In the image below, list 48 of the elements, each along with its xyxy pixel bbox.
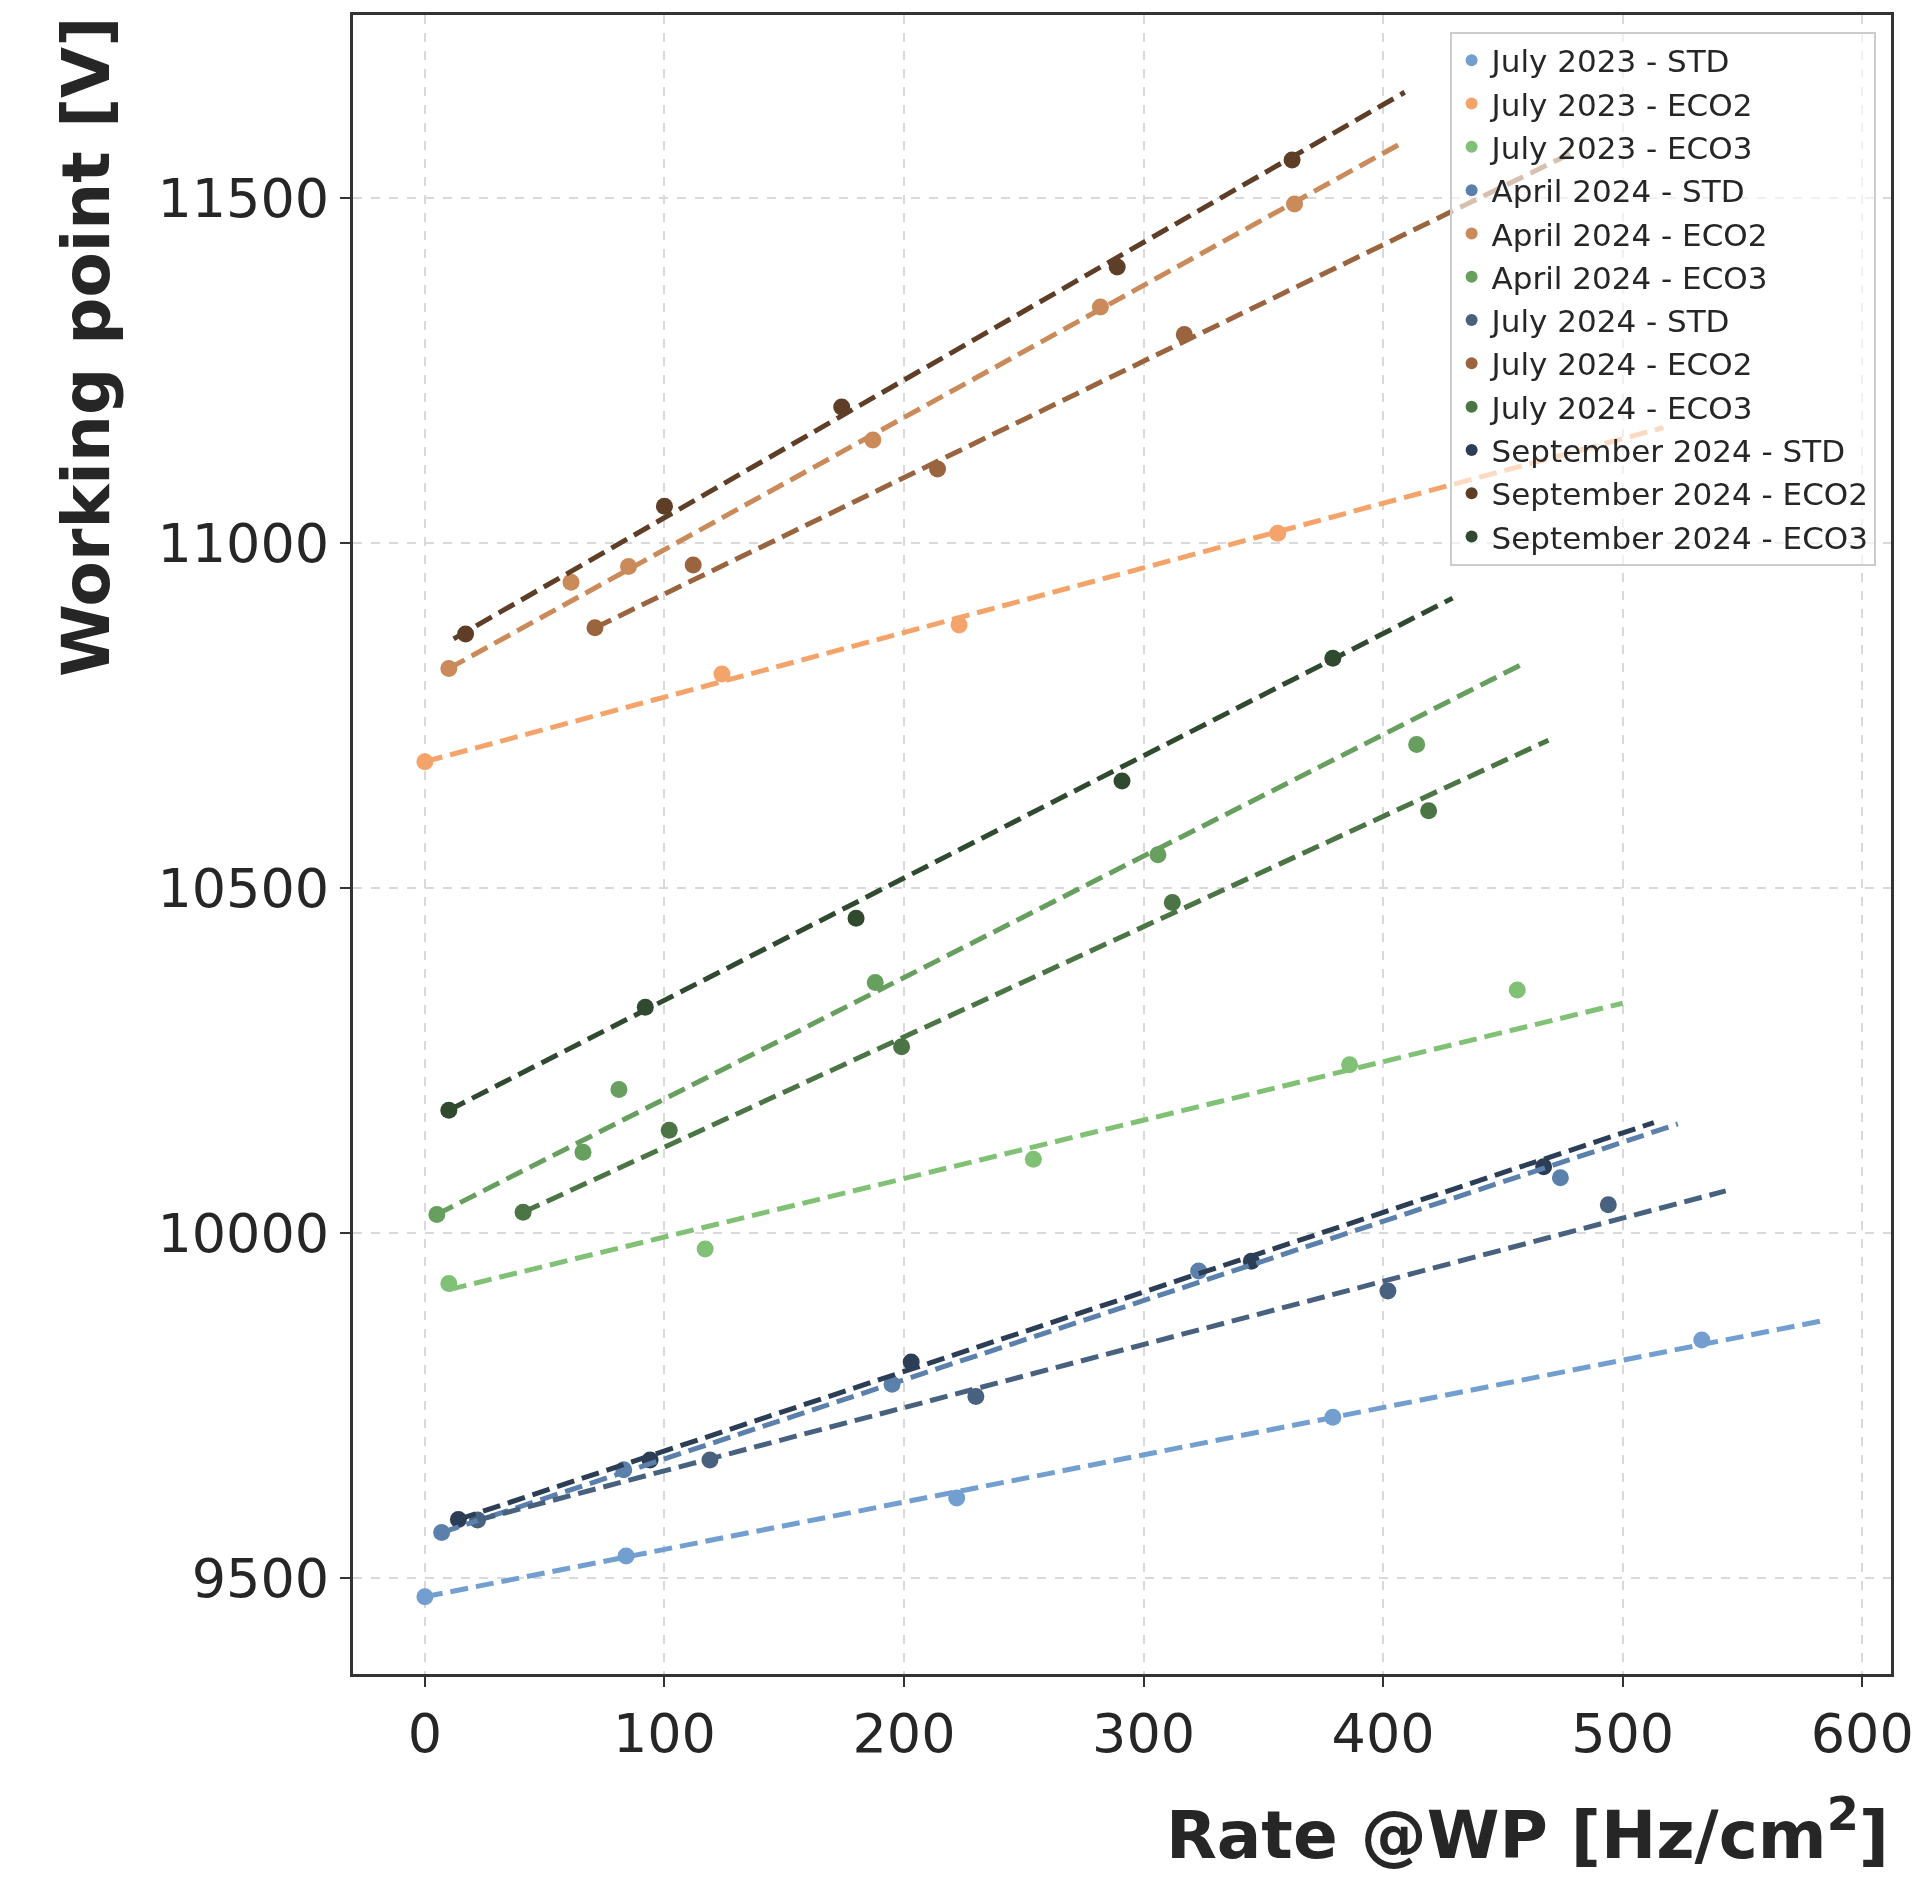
legend-label: July 2024 - ECO2	[1489, 346, 1753, 383]
legend-label: April 2024 - ECO3	[1491, 259, 1768, 296]
x-tick-label: 200	[852, 1701, 956, 1765]
y-tick-label: 11500	[157, 166, 330, 230]
point	[893, 1038, 911, 1056]
y-tick-label: 11000	[157, 511, 330, 575]
point	[1379, 1282, 1397, 1300]
point	[847, 909, 865, 927]
point	[684, 556, 702, 574]
x-axis-title: Rate @WP [Hz/cm$^{2}$]	[1166, 1787, 1889, 1874]
point	[1163, 893, 1181, 911]
y-tick-label: 10500	[157, 856, 330, 920]
point	[948, 1489, 966, 1507]
x-tick-label: 600	[1810, 1701, 1914, 1765]
point	[713, 665, 731, 683]
legend-label: September 2024 - STD	[1491, 433, 1846, 470]
x-tick-label: 500	[1571, 1701, 1675, 1765]
point	[1551, 1169, 1569, 1187]
point	[1024, 1150, 1042, 1168]
point	[696, 1240, 714, 1258]
legend-label: July 2024 - ECO3	[1489, 389, 1753, 426]
legend-label: September 2024 - ECO3	[1491, 519, 1868, 556]
point	[1508, 981, 1526, 999]
legend-label: September 2024 - ECO2	[1491, 476, 1868, 513]
point	[1599, 1196, 1617, 1214]
point	[562, 573, 580, 591]
x-tick-label: 300	[1092, 1701, 1196, 1765]
point	[1408, 735, 1426, 753]
point	[1113, 772, 1131, 790]
point	[660, 1121, 678, 1139]
point	[1420, 802, 1438, 820]
legend-label: April 2024 - ECO2	[1491, 216, 1768, 253]
y-axis-title: Working point [V]	[47, 16, 125, 677]
point	[655, 497, 673, 515]
legend-label: July 2024 - STD	[1489, 303, 1730, 340]
point	[610, 1080, 628, 1098]
x-tick-label: 400	[1331, 1701, 1435, 1765]
y-tick-label: 9500	[191, 1546, 330, 1610]
x-tick-label: 100	[612, 1701, 716, 1765]
point	[574, 1143, 592, 1161]
legend-label: July 2023 - ECO2	[1489, 86, 1753, 123]
legend-label: April 2024 - STD	[1491, 173, 1745, 210]
y-tick-label: 10000	[157, 1201, 330, 1265]
point	[866, 974, 884, 992]
point	[967, 1388, 985, 1406]
legend-label: July 2023 - STD	[1489, 43, 1730, 80]
x-tick-label: 0	[407, 1701, 443, 1765]
legend-label: July 2023 - ECO3	[1489, 129, 1753, 166]
